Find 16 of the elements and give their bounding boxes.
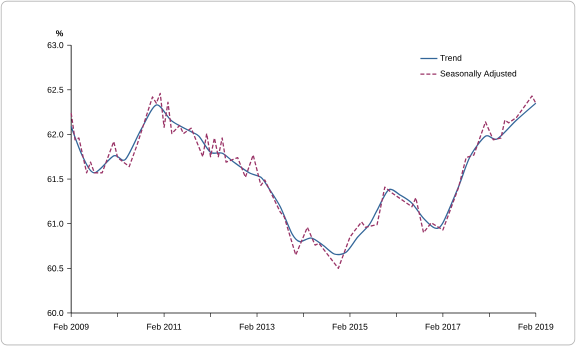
x-tick-label: Feb 2017 bbox=[426, 323, 460, 330]
x-tick-label: Feb 2009 bbox=[54, 323, 89, 330]
y-axis-title: % bbox=[56, 30, 64, 36]
y-tick-label: 62.0 bbox=[48, 131, 64, 138]
x-tick-label: Feb 2011 bbox=[147, 323, 182, 330]
x-tick-label: Feb 2019 bbox=[518, 323, 554, 330]
legend-label: Seasonally Adjusted bbox=[440, 70, 516, 78]
y-tick-label: 61.0 bbox=[48, 220, 64, 227]
x-tick-label: Feb 2015 bbox=[332, 323, 368, 330]
y-tick-label: 60.5 bbox=[48, 265, 64, 272]
y-tick-label: 61.5 bbox=[48, 176, 64, 182]
y-tick-label: 63.0 bbox=[48, 42, 64, 48]
x-tick-label: Feb 2013 bbox=[240, 323, 275, 330]
y-tick-label: 60.0 bbox=[48, 310, 64, 316]
legend-label: Trend bbox=[440, 54, 462, 61]
y-tick-label: 62.5 bbox=[48, 86, 64, 93]
